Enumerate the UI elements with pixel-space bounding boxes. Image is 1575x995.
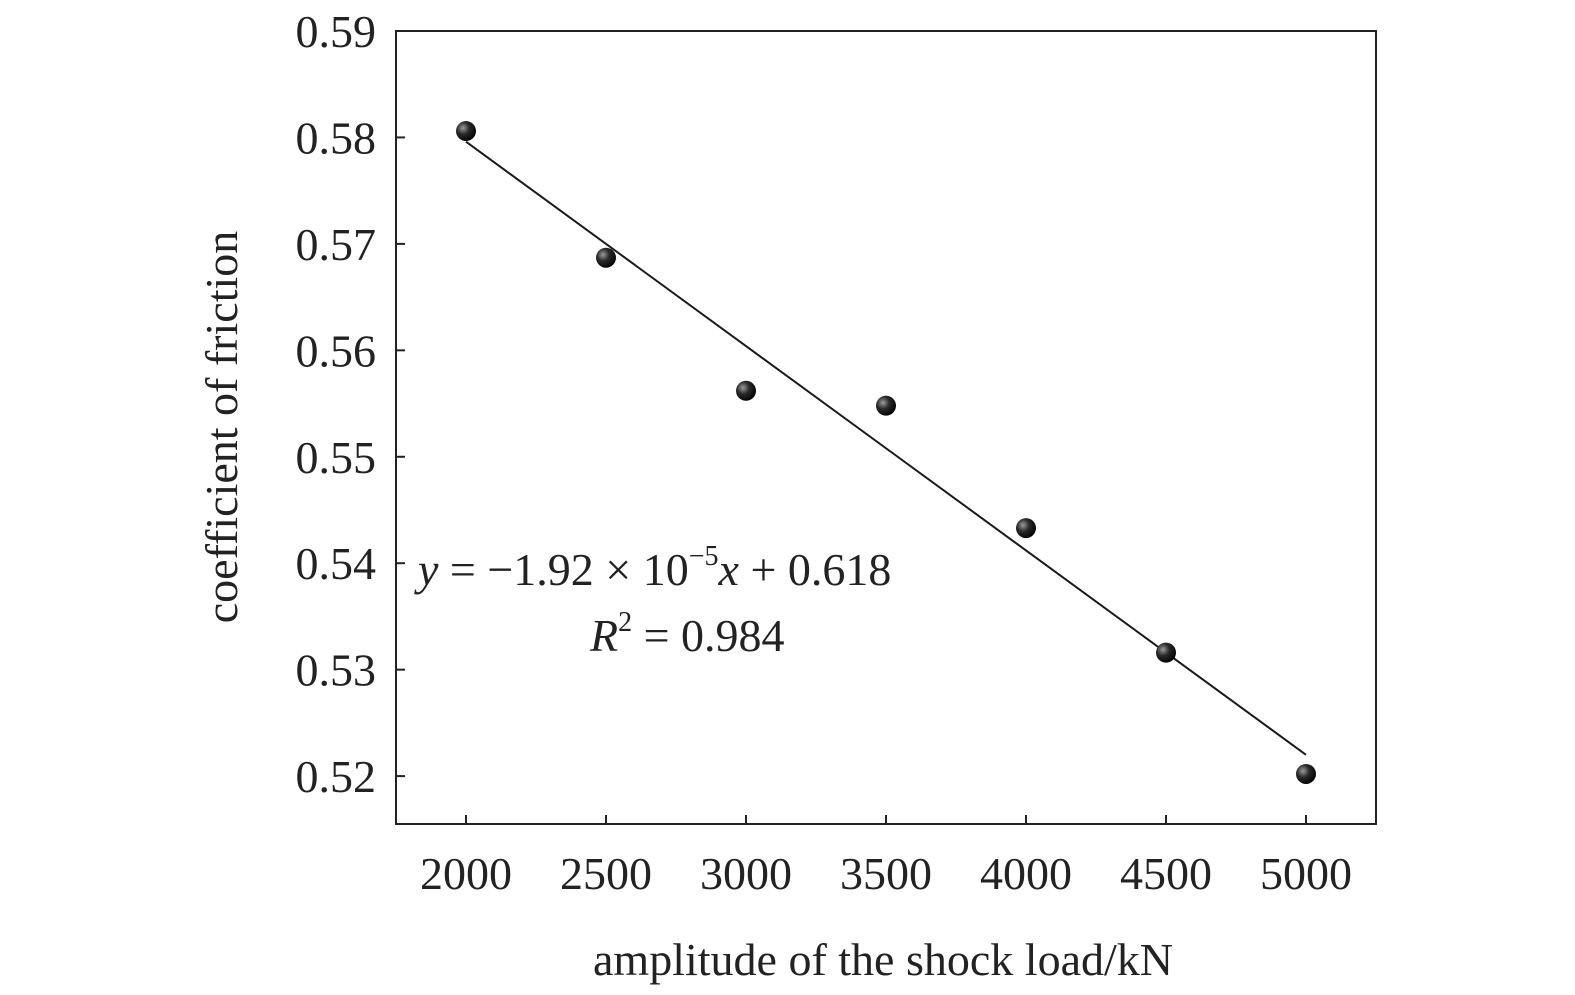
equation-y-symbol: y bbox=[414, 544, 439, 595]
r-value: = 0.984 bbox=[632, 610, 784, 661]
y-tick-label: 0.55 bbox=[296, 432, 377, 483]
x-tick-label: 2000 bbox=[420, 848, 512, 899]
equation-middle: = −1.92 × 10 bbox=[438, 544, 688, 595]
r-squared: R2 = 0.984 bbox=[589, 607, 785, 661]
data-point bbox=[596, 247, 616, 268]
x-tick-label: 2500 bbox=[560, 848, 652, 899]
equation-x-symbol: x bbox=[718, 544, 740, 595]
data-point bbox=[1156, 642, 1176, 663]
x-tick-label: 3000 bbox=[700, 848, 792, 899]
y-tick-label: 0.59 bbox=[296, 6, 377, 57]
data-points bbox=[456, 121, 1316, 784]
x-tick-label: 3500 bbox=[840, 848, 932, 899]
y-tick-label: 0.52 bbox=[296, 751, 377, 802]
x-axis-ticks: 2000 2500 3000 3500 4000 4500 5000 bbox=[420, 815, 1352, 899]
equation-tail: + 0.618 bbox=[739, 544, 891, 595]
regression-equation: y = −1.92 × 10−5x + 0.618 bbox=[414, 541, 891, 595]
y-tick-label: 0.57 bbox=[296, 219, 377, 270]
x-axis-title: amplitude of the shock load/kN bbox=[593, 934, 1173, 985]
y-tick-label: 0.58 bbox=[296, 112, 377, 163]
y-tick-label: 0.54 bbox=[296, 538, 377, 589]
y-tick-label: 0.53 bbox=[296, 645, 377, 696]
y-tick-label: 0.56 bbox=[296, 325, 377, 376]
x-tick-label: 4000 bbox=[980, 848, 1072, 899]
data-point bbox=[1016, 518, 1036, 539]
y-axis-ticks: 0.52 0.53 0.54 0.55 0.56 0.57 0.58 0.59 bbox=[296, 6, 405, 802]
data-point bbox=[1296, 763, 1316, 784]
data-point bbox=[876, 395, 896, 416]
r-exponent: 2 bbox=[618, 607, 632, 638]
data-point bbox=[736, 380, 756, 401]
fit-line bbox=[465, 140, 1307, 756]
equation-exponent: −5 bbox=[689, 541, 719, 572]
x-tick-label: 5000 bbox=[1260, 848, 1352, 899]
y-axis-title: coefficient of friction bbox=[196, 231, 247, 624]
plot-frame bbox=[395, 30, 1377, 825]
data-point bbox=[456, 121, 476, 142]
r-symbol: R bbox=[589, 610, 618, 661]
x-tick-label: 4500 bbox=[1120, 848, 1212, 899]
